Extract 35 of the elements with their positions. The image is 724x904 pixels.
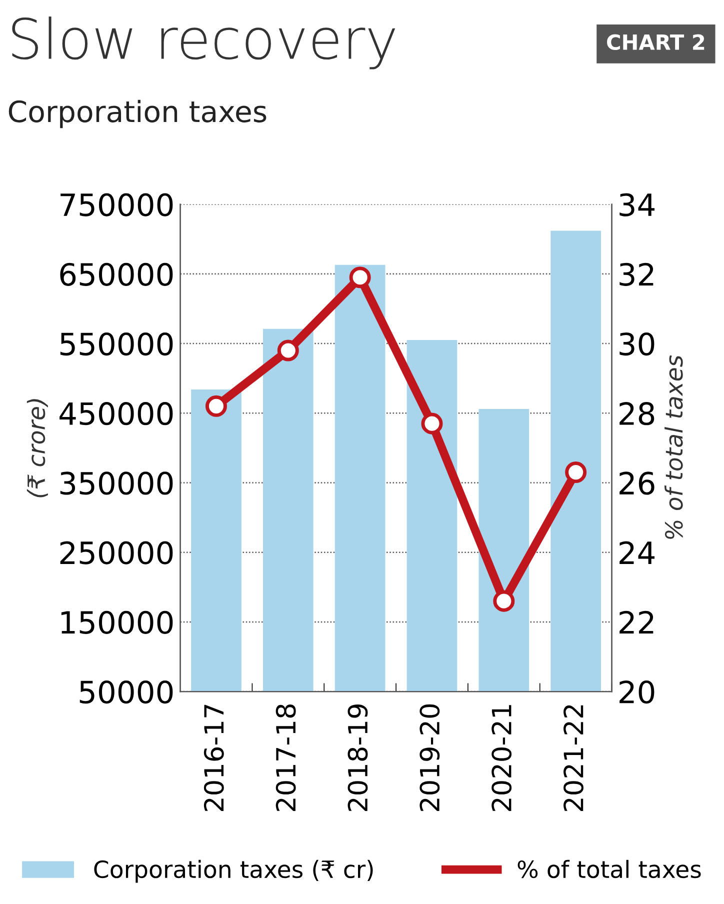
y2-tick-label: 24 — [620, 541, 655, 564]
y-tick-label: 750000 — [60, 193, 173, 216]
y2-axis-title: % of total taxes — [664, 355, 683, 539]
point — [493, 590, 515, 612]
chart-title: Slow recovery — [12, 16, 396, 70]
y2-tick-label: 20 — [620, 680, 654, 704]
point — [421, 412, 443, 434]
point — [349, 266, 371, 288]
legend-label: Corporation taxes (₹ cr) — [94, 860, 373, 883]
x-tick-label: 2018-19 — [348, 704, 368, 811]
x-tick-label: 2019-20 — [420, 704, 440, 811]
y-tick-label: 150000 — [61, 610, 173, 634]
x-tick-label: 2016-17 — [204, 704, 224, 811]
y2-tick-label: 28 — [620, 402, 654, 426]
y-tick-label: 550000 — [60, 332, 173, 356]
y-tick-label: 250000 — [60, 541, 173, 564]
y2-tick-label: 22 — [620, 610, 654, 634]
y-axis-title: (₹ crore) — [26, 399, 48, 498]
legend-label: % of total taxes — [518, 860, 701, 878]
x-tick-label: 2020-21 — [492, 705, 512, 811]
y2-tick-label: 30 — [620, 332, 654, 356]
x-tick-label: 2017-18 — [276, 704, 296, 811]
caption: CHART 2 — [607, 34, 704, 50]
x-tick-label: 2021-22 — [564, 705, 584, 811]
point — [277, 340, 299, 362]
point — [205, 395, 227, 417]
y2-tick-label: 26 — [620, 472, 654, 495]
y-tick-label: 650000 — [60, 262, 173, 286]
y-tick-label: 450000 — [60, 402, 173, 426]
y-tick-label: 50000 — [80, 680, 173, 704]
y-tick-label: 350000 — [60, 472, 173, 495]
chart-subtitle: Corporation taxes — [8, 100, 266, 128]
y2-tick-label: 34 — [620, 193, 655, 216]
y2-tick-label: 32 — [620, 262, 654, 286]
point — [565, 462, 587, 484]
